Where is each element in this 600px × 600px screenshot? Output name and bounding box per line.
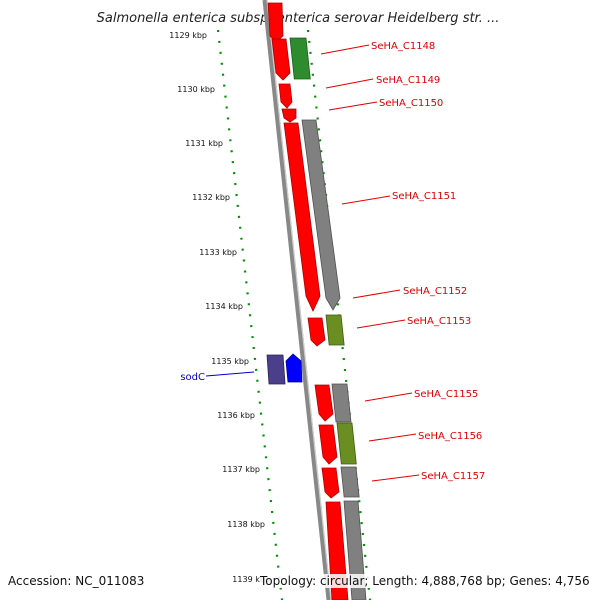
gene-arrow-gray[interactable] [301, 119, 341, 311]
gene-label[interactable]: SeHA_C1156 [418, 431, 482, 442]
gene-arrow-blue[interactable] [285, 353, 303, 383]
gene-labels: SeHA_C1148 SeHA_C1149 SeHA_C1150 SeHA_C1… [180, 41, 485, 482]
gene-label[interactable]: SeHA_C1155 [414, 389, 478, 400]
accession-text: Accession: NC_011083 [8, 574, 145, 588]
gene-label[interactable]: SeHA_C1151 [392, 191, 456, 202]
tick-label: 1135 kbp [211, 357, 249, 366]
gene-arrow-red[interactable] [271, 38, 291, 81]
tick-label: 1133 kbp [199, 248, 237, 257]
tick-label: 1139 kbp [232, 575, 270, 584]
gene-box-olive[interactable] [336, 422, 357, 465]
gene-label[interactable]: SeHA_C1153 [407, 316, 471, 327]
tick-label: 1129 kbp [169, 31, 207, 40]
gene-box-gray[interactable] [340, 466, 360, 498]
gene-track [266, 2, 367, 600]
gene-label[interactable]: SeHA_C1149 [376, 75, 440, 86]
gene-label[interactable]: SeHA_C1150 [379, 98, 443, 109]
topology-text: Topology: circular; Length: 4,888,768 bp… [260, 574, 590, 588]
gene-arrow-red[interactable] [278, 83, 293, 109]
gene-label[interactable]: sodC [180, 372, 205, 383]
gene-label[interactable]: SeHA_C1157 [421, 471, 485, 482]
ruler-dots [216, 29, 284, 600]
gene-box-green[interactable] [289, 37, 311, 80]
tick-label: 1134 kbp [205, 302, 243, 311]
gene-label[interactable]: SeHA_C1148 [371, 41, 435, 52]
gene-box-gray[interactable] [331, 383, 352, 423]
tick-label: 1138 kbp [227, 520, 265, 529]
map-title: Salmonella enterica subsp. enterica sero… [97, 11, 500, 26]
gene-box-slate[interactable] [266, 354, 286, 385]
gene-arrow-red[interactable] [283, 122, 321, 312]
gene-arrow-red[interactable] [314, 384, 334, 422]
gene-box-olive[interactable] [325, 314, 345, 346]
gene-arrow-red[interactable] [307, 317, 326, 347]
tick-labels: 1129 kbp 1130 kbp 1131 kbp 1132 kbp 1133… [169, 31, 270, 584]
gene-arrow-red[interactable] [267, 2, 284, 43]
gene-label[interactable]: SeHA_C1152 [403, 286, 467, 297]
tick-label: 1131 kbp [185, 139, 223, 148]
gene-arrow-red[interactable] [281, 108, 297, 123]
tick-label: 1132 kbp [192, 193, 230, 202]
backbone-highlight [266, 0, 332, 600]
gene-arrow-red[interactable] [321, 467, 340, 499]
tick-label: 1136 kbp [217, 411, 255, 420]
gene-arrow-red[interactable] [318, 424, 338, 465]
backbone-line [262, 0, 332, 600]
tick-label: 1137 kbp [222, 465, 260, 474]
tick-label: 1130 kbp [177, 85, 215, 94]
